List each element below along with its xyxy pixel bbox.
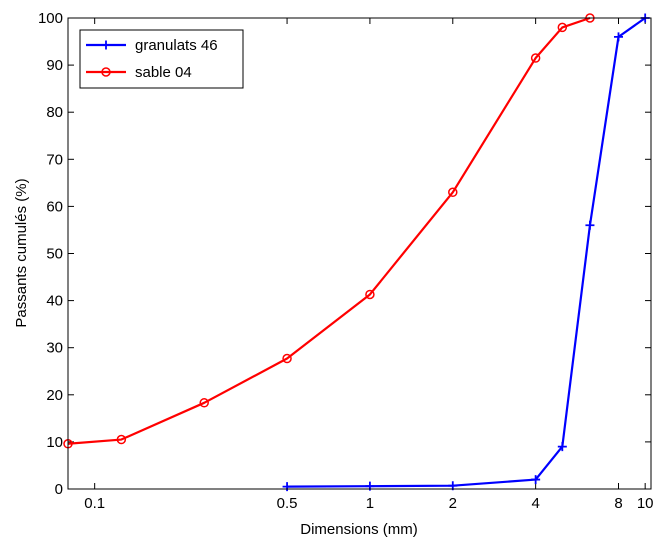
x-tick-label: 4 [531, 495, 539, 512]
data-point [613, 32, 623, 42]
data-point [365, 289, 375, 300]
legend-entry: sable 04 [86, 64, 192, 81]
y-tick-label: 50 [46, 246, 63, 263]
legend-label: sable 04 [135, 64, 192, 81]
data-point [585, 220, 595, 230]
x-tick-label: 0.1 [84, 495, 105, 512]
data-point [557, 442, 567, 452]
legend-box [79, 29, 244, 89]
series-line [287, 17, 646, 488]
legend-label: granulats 46 [135, 37, 218, 54]
x-tick-label: 10 [637, 495, 654, 512]
y-tick-label: 90 [46, 57, 63, 74]
legend-swatch-marker [101, 40, 111, 50]
data-point [282, 482, 292, 492]
y-tick-label: 0 [55, 481, 63, 498]
data-point [531, 475, 541, 485]
data-point [448, 187, 458, 198]
plot-frame [67, 17, 652, 490]
x-tick-label: 2 [449, 495, 457, 512]
legend-entry: granulats 46 [86, 37, 218, 54]
x-tick-label: 8 [614, 495, 622, 512]
y-tick-label: 10 [46, 434, 63, 451]
data-point [282, 353, 292, 364]
y-tick-label: 20 [46, 387, 63, 404]
x-axis-label: Dimensions (mm) [300, 521, 418, 538]
y-tick-label: 80 [46, 104, 63, 121]
x-tick-label: 0.5 [277, 495, 298, 512]
legend-swatch-marker [101, 67, 111, 77]
y-tick-label: 100 [38, 10, 63, 27]
y-tick-label: 30 [46, 340, 63, 357]
data-point [530, 53, 541, 63]
data-point [116, 434, 127, 445]
x-tick-label: 1 [366, 495, 374, 512]
y-axis-label: Passants cumulés (%) [13, 178, 30, 327]
y-tick-label: 70 [46, 151, 63, 168]
data-point [557, 22, 568, 33]
y-tick-label: 40 [46, 293, 63, 310]
data-point [199, 398, 209, 408]
y-tick-label: 60 [46, 198, 63, 215]
plot-background [68, 18, 651, 489]
series-line [67, 16, 591, 445]
legend: granulats 46 sable 04 [79, 29, 244, 89]
